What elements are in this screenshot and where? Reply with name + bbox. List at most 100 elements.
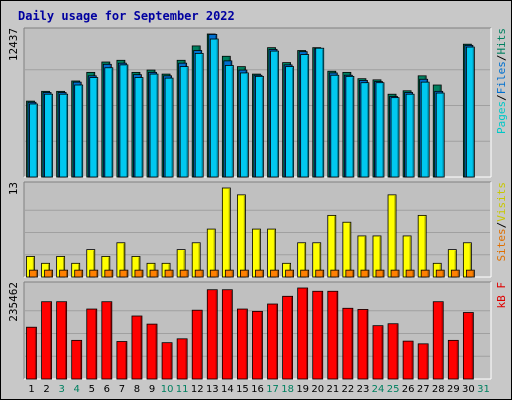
bar-sites-day-11-shade xyxy=(186,271,188,277)
day-label-30: 30 xyxy=(462,384,475,395)
bar-visits-day-29-shade xyxy=(454,250,456,277)
panel-kbytes-max-label: 235462 xyxy=(7,282,20,322)
bar-kbytes-day-19-shade xyxy=(306,289,308,379)
bar-pages-day-26 xyxy=(405,93,415,178)
bar-pages-day-3 xyxy=(59,93,69,178)
bar-kbytes-day-24 xyxy=(372,325,384,380)
bar-kbytes-day-6-shade xyxy=(110,302,112,379)
bar-sites-day-20 xyxy=(315,269,325,278)
bar-kbytes-day-22 xyxy=(342,307,354,380)
bar-kbytes-day-7-shade xyxy=(125,342,127,379)
bar-sites-day-6 xyxy=(104,269,114,278)
bar-sites-day-1-shade xyxy=(35,271,38,277)
chart-title: Daily usage for September 2022 xyxy=(18,9,235,23)
bar-pages-day-11 xyxy=(179,66,189,178)
bar-pages-day-21 xyxy=(330,74,340,178)
bar-sites-day-16-shade xyxy=(261,271,264,277)
bar-sites-day-30-shade xyxy=(472,271,474,277)
bar-kbytes-day-11 xyxy=(176,338,188,380)
day-label-27: 27 xyxy=(417,384,430,395)
bar-pages-day-23-shade xyxy=(367,83,369,177)
legend-entry: kB F xyxy=(495,282,508,309)
bar-sites-day-20-shade xyxy=(322,271,324,277)
bar-sites-day-23 xyxy=(360,269,370,278)
bar-pages-day-22 xyxy=(345,75,355,178)
bar-kbytes-day-2-shade xyxy=(49,302,52,379)
day-label-25: 25 xyxy=(387,384,400,395)
bar-pages-day-12-shade xyxy=(201,54,203,177)
day-label-20: 20 xyxy=(311,384,324,395)
bar-sites-day-8 xyxy=(134,269,144,278)
bar-pages-day-25 xyxy=(390,97,400,178)
bar-kbytes-day-14-shade xyxy=(230,290,232,379)
bar-sites-day-14-shade xyxy=(231,271,233,277)
bar-kbytes-day-20-shade xyxy=(321,292,323,379)
bar-kbytes-day-17 xyxy=(267,303,278,380)
bar-kbytes-day-9 xyxy=(146,323,158,380)
bar-kbytes-day-24-shade xyxy=(381,326,383,379)
bar-kbytes-day-28-shade xyxy=(441,302,443,379)
bar-kbytes-day-18 xyxy=(282,295,293,380)
bar-sites-day-30 xyxy=(465,269,475,278)
bar-sites-day-14 xyxy=(224,269,234,278)
bar-kbytes-day-28 xyxy=(432,301,444,380)
bar-pages-day-10-shade xyxy=(171,79,173,177)
bar-visits-day-14-shade xyxy=(228,189,230,277)
bar-sites-day-4 xyxy=(74,269,84,278)
bar-sites-day-24 xyxy=(375,269,385,278)
bar-visits-day-24-shade xyxy=(379,236,381,277)
day-label-11: 11 xyxy=(176,384,189,395)
legend-entry: Pages xyxy=(495,101,508,134)
bar-pages-day-21-shade xyxy=(337,76,339,177)
bar-kbytes-day-12-shade xyxy=(200,311,202,379)
bar-sites-day-16 xyxy=(255,269,264,278)
panel-visits-sites-max-label: 13 xyxy=(7,182,20,195)
bar-visits-day-16-shade xyxy=(258,230,261,277)
bar-pages-day-18-shade xyxy=(291,67,294,177)
bar-pages-day-14-shade xyxy=(231,66,233,177)
bar-pages-day-7 xyxy=(119,64,129,178)
panel-hits-files-pages-max-label: 12437 xyxy=(7,28,20,61)
day-label-31: 31 xyxy=(477,384,490,395)
bar-kbytes-day-1-shade xyxy=(34,328,37,379)
legend-entry: / xyxy=(495,94,508,101)
bar-visits-day-15-shade xyxy=(243,195,246,277)
bar-kbytes-day-16 xyxy=(252,310,263,380)
bar-sites-day-7-shade xyxy=(126,271,128,277)
bar-visits-day-11-shade xyxy=(183,250,185,277)
bar-sites-day-2 xyxy=(44,269,53,278)
bar-kbytes-day-23 xyxy=(357,309,369,380)
bar-sites-day-15-shade xyxy=(246,271,249,277)
bar-pages-day-30 xyxy=(465,46,475,178)
bar-pages-day-5 xyxy=(89,77,99,178)
bar-kbytes-day-6 xyxy=(101,301,113,380)
bar-kbytes-day-26-shade xyxy=(411,342,413,379)
bar-pages-day-17-shade xyxy=(276,52,279,177)
legend-entry: Sites xyxy=(495,228,508,261)
bar-kbytes-day-13 xyxy=(206,289,218,380)
bar-sites-day-23-shade xyxy=(367,271,369,277)
legend-entry: Files xyxy=(495,61,508,94)
bar-sites-day-12-shade xyxy=(201,271,203,277)
bar-pages-day-20-shade xyxy=(322,49,324,177)
bar-pages-day-14 xyxy=(224,65,234,178)
bar-pages-day-30-shade xyxy=(472,48,474,177)
bar-visits-day-27-shade xyxy=(424,216,426,277)
bar-sites-day-5-shade xyxy=(96,271,98,277)
bar-kbytes-day-15 xyxy=(237,308,248,380)
bar-pages-day-27-shade xyxy=(427,83,429,177)
day-label-17: 17 xyxy=(266,384,279,395)
bar-pages-day-18 xyxy=(285,66,294,178)
bar-pages-day-28-shade xyxy=(442,94,444,177)
bar-visits-day-19-shade xyxy=(304,243,306,277)
bar-visits-day-22-shade xyxy=(349,223,351,277)
bar-sites-day-2-shade xyxy=(50,271,53,277)
bar-pages-day-22-shade xyxy=(352,77,354,177)
bar-pages-day-9-shade xyxy=(156,75,158,177)
bar-sites-day-29 xyxy=(450,269,460,278)
bar-kbytes-day-30 xyxy=(462,312,474,380)
bar-visits-day-8-shade xyxy=(138,257,140,277)
bar-pages-day-15-shade xyxy=(246,73,249,177)
day-label-21: 21 xyxy=(326,384,339,395)
day-label-24: 24 xyxy=(372,384,385,395)
